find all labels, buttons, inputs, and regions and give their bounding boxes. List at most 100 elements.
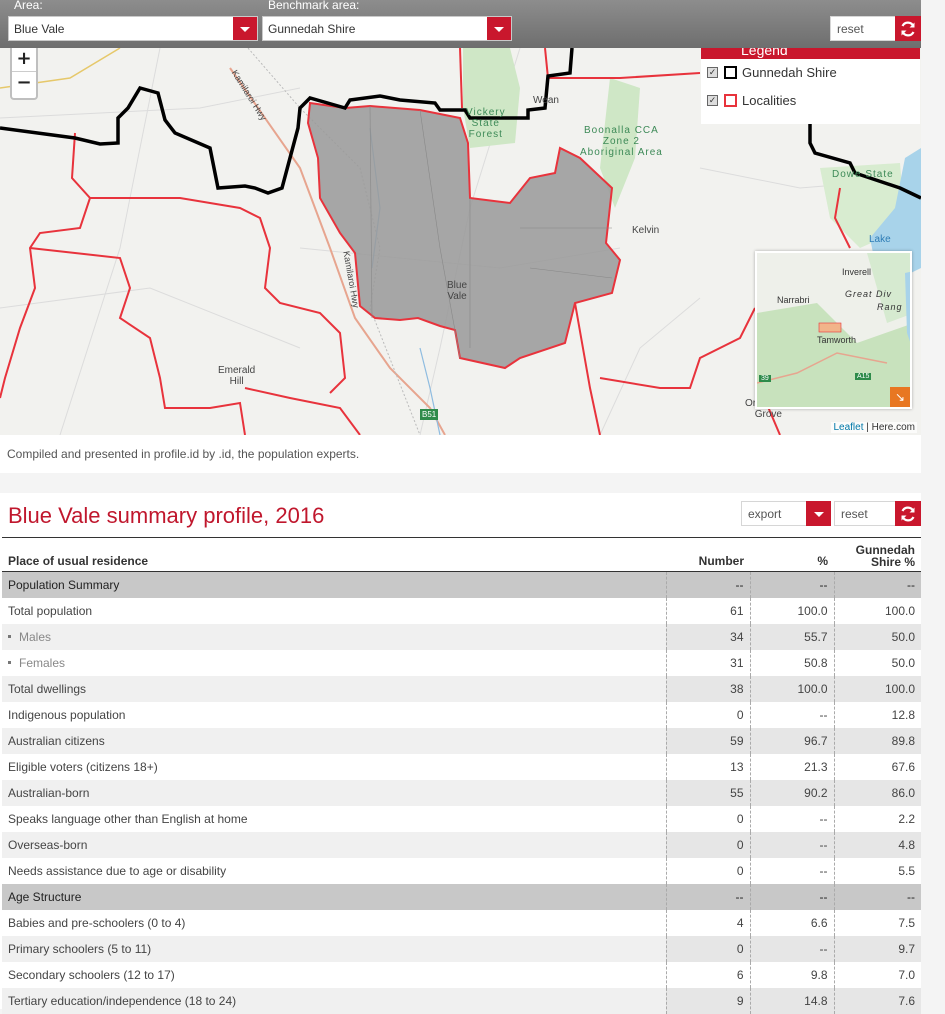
table-row: Total dwellings 38 100.0 100.0 [2,675,921,702]
chevron-down-icon[interactable] [233,17,257,40]
row-label: Australian citizens [2,727,666,754]
benchmark-select[interactable]: Gunnedah Shire [262,16,512,41]
minimap-road-39: 39 [759,375,771,382]
export-label: export [748,507,782,521]
table-row: Secondary schoolers (12 to 17) 6 9.8 7.0 [2,961,921,988]
row-number: 38 [665,675,750,702]
legend-title: Legend [741,48,788,58]
zoom-in-button[interactable]: + [12,48,36,72]
row-benchmark: 7.5 [833,909,921,936]
row-label-text: Age Structure [8,889,82,904]
table-body: Population Summary -- -- -- Total population… [2,571,921,1014]
area-label: Area: [14,0,43,12]
row-label-text: Total dwellings [8,681,87,696]
row-number: 0 [665,701,750,728]
table-row: Total population 61 100.0 100.0 [2,597,921,624]
row-label: Population Summary [2,571,666,598]
export-button[interactable]: export [741,501,831,526]
row-label-text: Tertiary education/independence (18 to 2… [8,993,237,1008]
legend-item-localities[interactable]: ✓ Localities [707,93,796,108]
row-label: Speaks language other than English at ho… [2,806,666,832]
row-benchmark: 9.7 [833,935,921,962]
row-benchmark: 5.5 [833,857,921,884]
checkbox-checked-icon[interactable]: ✓ [707,67,718,78]
row-label: Eligible voters (citizens 18+) [2,754,666,780]
table-header-row: Place of usual residence Number % Gunned… [2,537,921,572]
row-percent: -- [749,831,834,858]
row-label-text: Secondary schoolers (12 to 17) [8,967,175,982]
row-percent: 50.8 [749,649,834,676]
row-benchmark: 12.8 [833,701,921,728]
compiled-note: Compiled and presented in profile.id by … [7,447,360,461]
compiled-note-panel: Compiled and presented in profile.id by … [0,435,921,473]
row-percent: 90.2 [749,779,834,806]
row-benchmark: 100.0 [833,597,921,624]
table-row: Females 31 50.8 50.0 [2,649,921,676]
attribution-text: | Here.com [866,422,915,433]
refresh-icon[interactable] [895,16,921,41]
row-benchmark: 7.0 [833,961,921,988]
row-percent: -- [749,883,834,910]
map-label-wean: Wean [533,95,559,106]
table-row: Overseas-born 0 -- 4.8 [2,831,921,858]
row-label-text: Males [19,629,52,644]
row-label: Primary schoolers (5 to 11) [2,935,666,962]
expand-arrow-icon[interactable]: ↘ [890,387,910,407]
row-percent: 55.7 [749,623,834,650]
map-view[interactable]: + − Legend ✓ Gunnedah Shire ✓ Localities… [0,48,921,435]
table-row: Speaks language other than English at ho… [2,805,921,832]
leaflet-link[interactable]: Leaflet [833,422,864,433]
row-benchmark: 50.0 [833,649,921,676]
table-row: Indigenous population 0 -- 12.8 [2,701,921,728]
row-label: Babies and pre-schoolers (0 to 4) [2,910,666,936]
reset-label: reset [837,22,864,36]
row-label: Total dwellings [2,675,666,702]
row-label: Tertiary education/independence (18 to 2… [2,987,666,1014]
map-reset-button[interactable]: reset [830,16,921,41]
row-number: 0 [665,935,750,962]
legend-label: Gunnedah Shire [742,65,837,80]
legend-swatch [724,66,737,79]
row-number: -- [665,571,750,598]
row-label-text: Total population [8,603,93,618]
refresh-icon[interactable] [895,501,921,526]
chevron-down-icon[interactable] [806,501,831,526]
map-label-emerald-hill: Emerald Hill [218,365,256,387]
benchmark-label: Benchmark area: [268,0,360,12]
row-percent: -- [749,805,834,832]
row-label-text: Speaks language other than English at ho… [8,811,248,826]
row-label-text: Population Summary [8,577,120,592]
table-row: Australian-born 55 90.2 86.0 [2,779,921,806]
row-percent: 100.0 [749,597,834,624]
row-label-text: Eligible voters (citizens 18+) [8,759,158,774]
map-label-blue-vale: Blue Vale [447,280,468,302]
row-label: Females [2,650,666,676]
overview-minimap[interactable]: Inverell Narrabri Great Div Rang Tamwort… [755,251,912,409]
column-header-percent: % [750,537,834,572]
table-reset-button[interactable]: reset [834,501,921,526]
row-percent: -- [749,857,834,884]
map-label-boonalla: Boonalla CCA Zone 2 Aboriginal Area [580,125,663,158]
row-label-text: Overseas-born [8,837,88,852]
row-label: Total population [2,598,666,624]
row-number: 9 [665,987,750,1014]
zoom-control: + − [10,48,38,100]
area-select-value: Blue Vale [14,22,65,36]
legend-item-shire[interactable]: ✓ Gunnedah Shire [707,65,837,80]
row-number: 0 [665,857,750,884]
area-select[interactable]: Blue Vale [8,16,258,41]
row-label-text: Females [19,655,66,670]
row-label-text: Australian-born [8,785,90,800]
chevron-down-icon[interactable] [487,17,511,40]
zoom-out-button[interactable]: − [16,72,32,93]
legend-swatch [724,94,737,107]
row-label: Australian-born [2,779,666,806]
checkbox-checked-icon[interactable]: ✓ [707,95,718,106]
minimap-label-narrabri: Narrabri [777,295,810,305]
area-selector-bar: Area: Blue Vale Benchmark area: Gunnedah… [0,0,921,48]
row-percent: -- [749,935,834,962]
table-row: Primary schoolers (5 to 11) 0 -- 9.7 [2,935,921,962]
row-label: Overseas-born [2,831,666,858]
summary-table: Place of usual residence Number % Gunned… [2,537,921,1014]
road-shield-b51: B51 [420,409,439,420]
